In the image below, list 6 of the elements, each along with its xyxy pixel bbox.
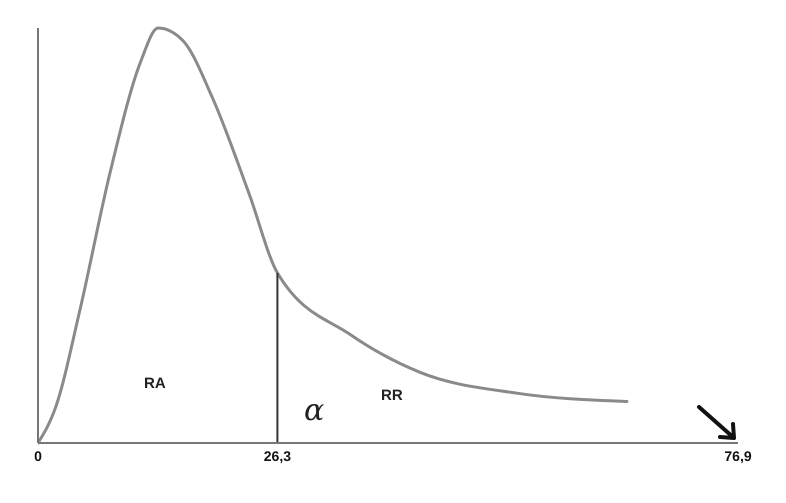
annotation: RA <box>144 375 166 392</box>
annotation: RR <box>381 387 403 404</box>
x-tick-label: 0 <box>34 448 42 464</box>
x-tick-label: 26,3 <box>264 448 292 464</box>
annotation: α <box>304 393 324 428</box>
x-tick-label: 76,9 <box>724 448 752 464</box>
